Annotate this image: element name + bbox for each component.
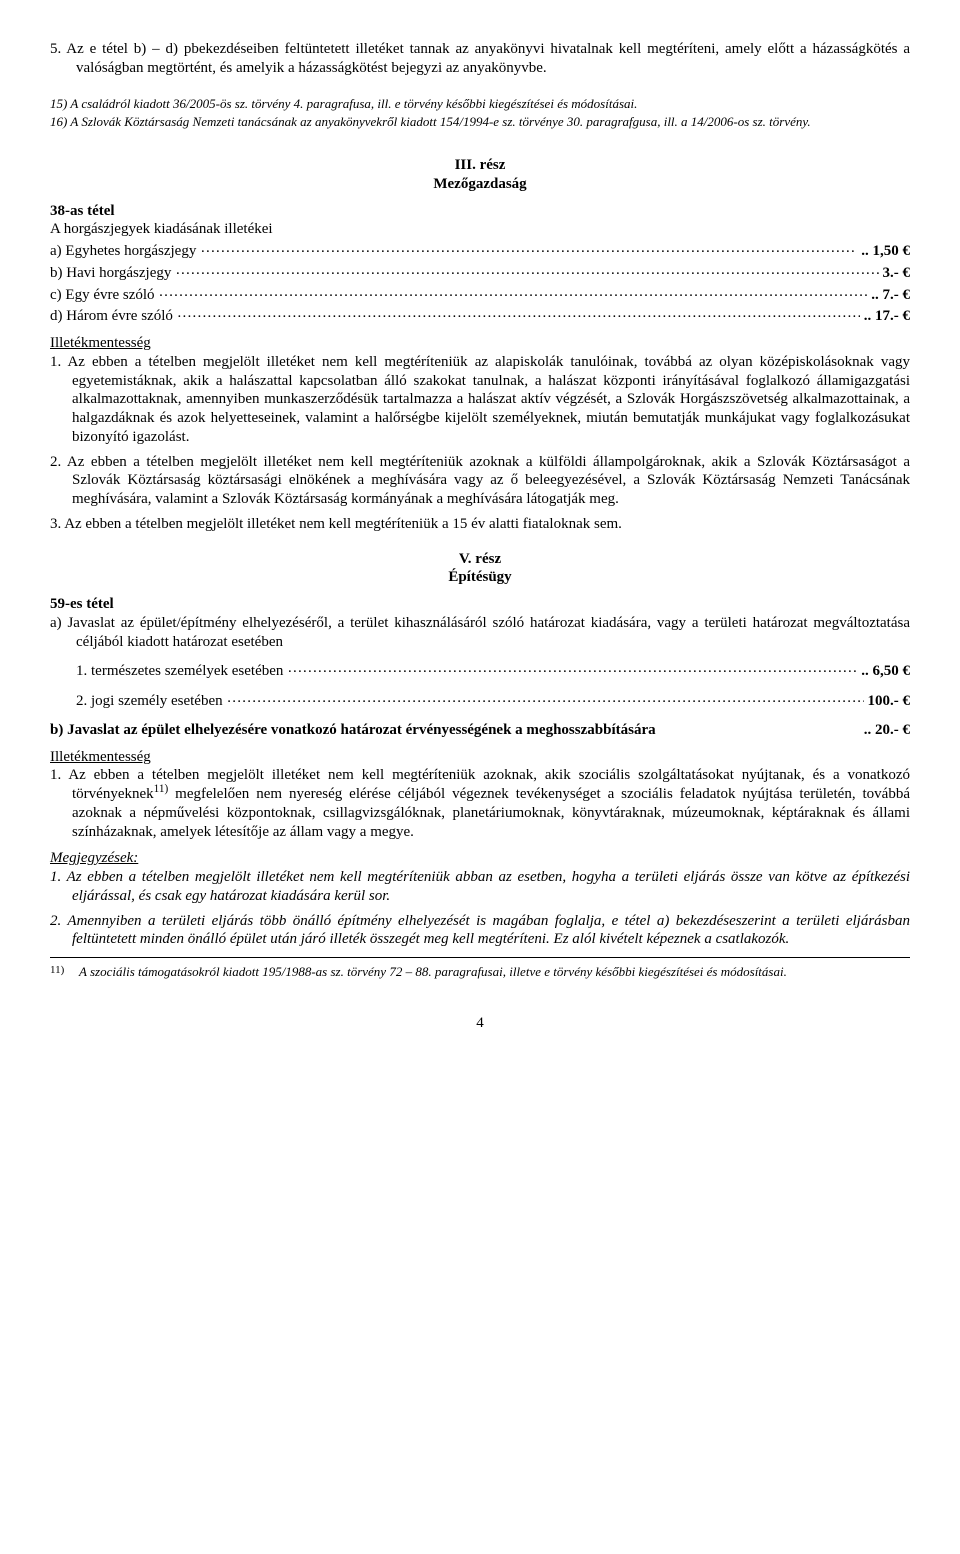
top-footnotes: 15) A családról kiadott 36/2005-ös sz. t…: [50, 96, 910, 131]
list-text: Az ebben a tételben megjelölt illetéket …: [67, 354, 910, 445]
section3-part-title: Mezőgazdaság: [50, 175, 910, 194]
fee-row-lead: a) Egyhetes horgászjegy: [50, 242, 196, 261]
fee-row-d: d) Három évre szóló .. 17.- €: [50, 304, 910, 326]
section5-exempt-1: 1. Az ebben a tételben megjelölt illeték…: [50, 766, 910, 841]
footnote-text: A családról kiadott 36/2005-ös sz. törvé…: [70, 96, 637, 111]
section3-item-heading: 38-as tétel: [50, 202, 910, 221]
section3-exempt-1: 1. Az ebben a tételben megjelölt illeték…: [50, 353, 910, 447]
section5-a-sublist: 1. természetes személyek esetében .. 6,5…: [50, 659, 910, 711]
fee-row-lead: b) Havi horgászjegy: [50, 264, 171, 283]
footnote-ref-11: 11): [154, 783, 169, 795]
leader-dots: [159, 283, 868, 299]
list-num: 1.: [50, 869, 61, 885]
section5-item-heading: 59-es tétel: [50, 595, 910, 614]
list-num: 3.: [50, 516, 61, 532]
section3-exempt-3: 3. Az ebben a tételben megjelölt illeték…: [50, 515, 910, 534]
section5-b-lead: b) Javaslat az épület elhelyezésére vona…: [50, 721, 656, 740]
section5-a2: 2. jogi személy esetében 100.- €: [76, 689, 910, 711]
fee-row-amount: .. 6,50 €: [861, 662, 910, 681]
bottom-footnote-text: A szociális támogatásokról kiadott 195/1…: [79, 964, 787, 979]
list-num: 2.: [50, 454, 61, 470]
fee-row-lead: 2. jogi személy esetében: [76, 692, 223, 711]
bottom-footnote: 11) A szociális támogatásokról kiadott 1…: [50, 964, 910, 980]
fee-row-amount: 100.- €: [868, 692, 911, 711]
leader-dots: [660, 719, 860, 734]
fee-row-amount: .. 7.- €: [871, 286, 910, 305]
fee-row-c: c) Egy évre szóló .. 7.- €: [50, 283, 910, 305]
leader-dots: [175, 261, 878, 277]
section5-exempt-heading: Illetékmentesség: [50, 748, 910, 767]
fee-row-amount: .. 1,50 €: [861, 242, 910, 261]
list-text: Az ebben a tételben megjelölt illetéket …: [67, 454, 910, 508]
fee-row-amount: 3.- €: [883, 264, 911, 283]
section5-remarks-heading: Megjegyzések:: [50, 849, 910, 868]
section3-exempt-2: 2. Az ebben a tételben megjelölt illeték…: [50, 453, 910, 509]
list-text: Amennyiben a területi eljárás több önáll…: [67, 913, 910, 948]
list-num: 1.: [50, 354, 61, 370]
fee-row-amount: .. 17.- €: [864, 307, 910, 326]
section5-a-intro: a) Javaslat az épület/építmény elhelyezé…: [50, 614, 910, 652]
fee-row-b: b) Havi horgászjegy 3.- €: [50, 261, 910, 283]
leader-dots: [177, 304, 860, 320]
list-text: Az ebben a tételben megjelölt illetéket …: [64, 516, 622, 532]
fee-row-amount: .. 20.- €: [864, 721, 910, 740]
section3-part-label: III. rész: [50, 156, 910, 175]
footnote-separator: [50, 957, 910, 958]
section5-part-title: Építésügy: [50, 568, 910, 587]
list-text: Az ebben a tételben megjelölt illetéket …: [67, 869, 910, 904]
intro-text: Az e tétel b) – d) pbekezdéseiben feltün…: [66, 41, 910, 76]
leader-dots: [200, 239, 857, 255]
list-text-post: megfelelően nem nyereség elérése céljábó…: [72, 786, 910, 840]
section5-a1: 1. természetes személyek esetében .. 6,5…: [76, 659, 910, 681]
footnote-16: 16) A Szlovák Köztársaság Nemzeti tanács…: [50, 114, 910, 130]
section3-subheading: A horgászjegyek kiadásának illetékei: [50, 220, 910, 239]
section5-part-label: V. rész: [50, 550, 910, 569]
bottom-footnote-num: 11): [50, 964, 76, 978]
list-num: 1.: [50, 767, 61, 783]
fee-row-lead: c) Egy évre szóló: [50, 286, 155, 305]
footnote-num: 15): [50, 96, 67, 111]
footnote-15: 15) A családról kiadott 36/2005-ös sz. t…: [50, 96, 910, 112]
fee-row-lead: 1. természetes személyek esetében: [76, 662, 283, 681]
section5-b: b) Javaslat az épület elhelyezésére vona…: [50, 719, 910, 740]
fee-row-a: a) Egyhetes horgászjegy .. 1,50 €: [50, 239, 910, 261]
footnote-num: 16): [50, 114, 67, 129]
leader-dots: [227, 689, 864, 705]
section5-remark-1: 1. Az ebben a tételben megjelölt illeték…: [50, 868, 910, 906]
leader-dots: [287, 659, 857, 675]
footnote-text: A Szlovák Köztársaság Nemzeti tanácsának…: [70, 114, 810, 129]
fee-row-lead: d) Három évre szóló: [50, 307, 173, 326]
section3-exempt-heading: Illetékmentesség: [50, 334, 910, 353]
intro-paragraph: 5. Az e tétel b) – d) pbekezdéseiben fel…: [50, 40, 910, 78]
page-number: 4: [50, 1014, 910, 1033]
section5-remark-2: 2. Amennyiben a területi eljárás több ön…: [50, 912, 910, 950]
list-num: 2.: [50, 913, 61, 929]
intro-num: 5.: [50, 41, 61, 57]
